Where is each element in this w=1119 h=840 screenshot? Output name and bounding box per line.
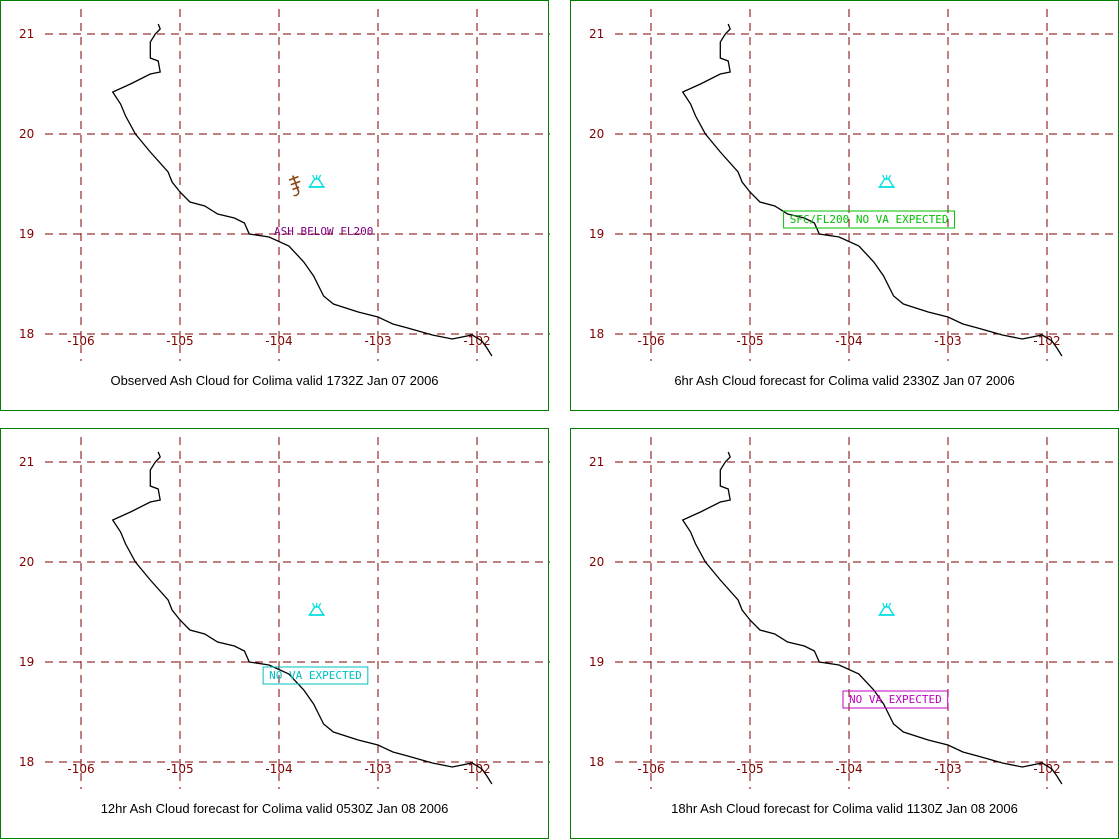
- lat-tick-label: 20: [589, 555, 604, 569]
- volcano-icon: [878, 174, 895, 188]
- lat-tick-label: 20: [19, 555, 34, 569]
- lon-tick-label: -106: [67, 334, 94, 348]
- lon-tick-label: -104: [835, 334, 862, 348]
- volcano-icon: [878, 602, 895, 616]
- advisory-label: ASH BELOW FL200: [274, 225, 373, 238]
- advisory-label-box: [262, 666, 369, 685]
- advisory-label: SFC/FL200 NO VA EXPECTED: [783, 210, 956, 229]
- volcano-icon: [308, 174, 325, 188]
- lat-tick-label: 21: [19, 455, 34, 469]
- advisory-label-text: NO VA EXPECTED: [269, 669, 362, 682]
- lat-tick-label: 21: [589, 27, 604, 41]
- coastline: [681, 23, 1063, 357]
- lon-tick-label: -105: [166, 762, 193, 776]
- lat-tick-label: 20: [19, 127, 34, 141]
- volcano-icon: [308, 602, 325, 616]
- lat-lon-grid: [615, 9, 1119, 361]
- lon-tick-label: -105: [166, 334, 193, 348]
- lon-tick-label: -104: [265, 334, 292, 348]
- lon-tick-label: -106: [637, 334, 664, 348]
- panel-caption: 6hr Ash Cloud forecast for Colima valid …: [674, 373, 1015, 388]
- advisory-label-box: [842, 690, 949, 709]
- lon-tick-label: -103: [934, 334, 961, 348]
- advisory-label-text: ASH BELOW FL200: [274, 225, 373, 238]
- lon-tick-label: -103: [934, 762, 961, 776]
- lat-tick-label: 20: [589, 127, 604, 141]
- coastline: [111, 451, 493, 785]
- coastline: [681, 451, 1063, 785]
- lon-tick-label: -106: [637, 762, 664, 776]
- lon-tick-label: -104: [835, 762, 862, 776]
- lon-tick-label: -103: [364, 334, 391, 348]
- panel-caption: Observed Ash Cloud for Colima valid 1732…: [110, 373, 439, 388]
- panel-caption: 18hr Ash Cloud forecast for Colima valid…: [671, 801, 1018, 816]
- advisory-label: NO VA EXPECTED: [842, 690, 949, 709]
- lat-tick-label: 21: [589, 455, 604, 469]
- ash-marker-icon: [288, 175, 301, 197]
- lat-tick-label: 18: [19, 755, 34, 769]
- lon-tick-label: -105: [736, 334, 763, 348]
- lat-lon-grid: [615, 437, 1119, 789]
- lon-tick-label: -103: [364, 762, 391, 776]
- panel-caption: 12hr Ash Cloud forecast for Colima valid…: [100, 801, 449, 816]
- lat-lon-grid: [45, 9, 550, 361]
- advisory-label: NO VA EXPECTED: [262, 666, 369, 685]
- lat-tick-label: 21: [19, 27, 34, 41]
- map-panel-observed: 21 20 19 18 -106 -105 -104 -103 -102 ASH BELOW FL…: [0, 0, 550, 411]
- advisory-label-box: [783, 210, 956, 229]
- lon-tick-label: -105: [736, 762, 763, 776]
- lat-tick-label: 18: [589, 755, 604, 769]
- coastline: [111, 23, 493, 357]
- map-panel-18hr-forecast: 21 20 19 18 -106 -105 -104 -103 -102 NO VA EXPECT…: [570, 428, 1119, 839]
- lon-tick-label: -104: [265, 762, 292, 776]
- map-panel-12hr-forecast: 21 20 19 18 -106 -105 -104 -103 -102 NO VA EXPECT…: [0, 428, 550, 839]
- lat-tick-label: 19: [589, 655, 604, 669]
- lat-tick-label: 18: [19, 327, 34, 341]
- map-panel-6hr-forecast: 21 20 19 18 -106 -105 -104 -103 -102 SFC/FL200 NO…: [570, 0, 1119, 411]
- lat-tick-label: 18: [589, 327, 604, 341]
- advisory-label-text: NO VA EXPECTED: [849, 693, 942, 706]
- lon-tick-label: -106: [67, 762, 94, 776]
- lat-tick-label: 19: [589, 227, 604, 241]
- lat-tick-label: 19: [19, 655, 34, 669]
- advisory-label-text: SFC/FL200 NO VA EXPECTED: [790, 213, 949, 226]
- lat-lon-grid: [45, 437, 550, 789]
- lat-tick-label: 19: [19, 227, 34, 241]
